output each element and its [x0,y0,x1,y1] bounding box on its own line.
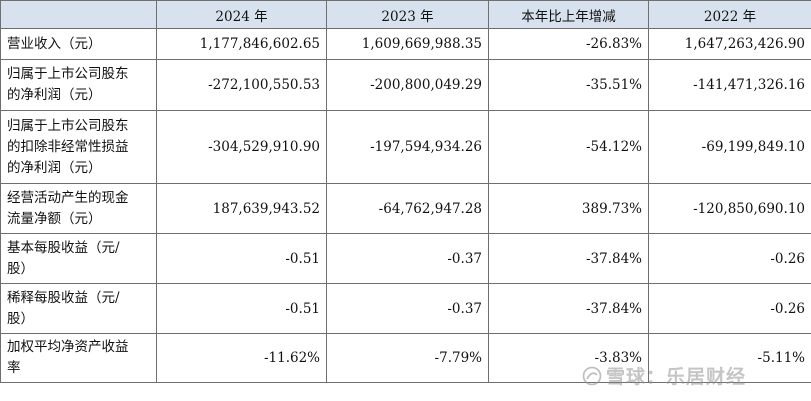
cell-value: -54.12% [488,110,649,184]
row-label-line: 的净利润（元） [7,159,102,176]
row-label-line: 归属于上市公司股东 [7,66,129,82]
cell-value: -0.26 [648,233,811,284]
table-row: 归属于上市公司股东 的净利润（元） -272,100,550.53 -200,80… [0,59,811,111]
cell-value: -272,100,550.53 [156,59,327,111]
row-label: 经营活动产生的现金 流量净额（元） [0,183,157,234]
cell-value: -69,199,849.10 [648,110,811,184]
cell-value: -11.62% [156,333,327,383]
row-label-line: 股） [7,310,34,327]
cell-value: -120,850,690.10 [648,183,811,234]
cell-value: -26.83% [488,28,649,60]
cell-value: -37.84% [488,233,649,284]
row-label: 归属于上市公司股东 的扣除非经常性损益 的净利润（元） [0,110,157,184]
row-label-line: 加权平均净资产收益 [7,339,129,355]
header-cell-2024: 2024 年 [156,0,327,29]
row-label-line: 流量净额（元） [7,210,102,227]
cell-value: 187,639,943.52 [156,183,327,234]
cell-value: -7.79% [326,333,489,383]
table-row: 稀释每股收益（元/股） -0.51 -0.37 -37.84% -0.26 [0,283,811,334]
cell-value: -5.11% [648,333,811,383]
header-cell-2023: 2023 年 [326,0,489,29]
header-cell-blank [0,0,157,29]
watermark: 雪球：乐居财经 [582,362,746,389]
table-row: 经营活动产生的现金 流量净额（元） 187,639,943.52 -64,762,… [0,183,811,234]
header-cell-2022: 2022 年 [648,0,811,29]
row-label-line: 经营活动产生的现金 [7,189,129,206]
row-label-line: 率 [7,360,21,376]
watermark-text: 雪球：乐居财经 [606,366,747,388]
cell-value: 1,609,669,988.35 [326,28,489,60]
financial-indicators-table: 2024 年 2023 年 本年比上年增减 2022 年 营业收入（元） 1,1… [0,0,811,383]
row-label-line: 归属于上市公司股东 [7,117,129,134]
snowball-icon [582,366,602,385]
row-label: 营业收入（元） [0,28,157,60]
cell-value: -0.51 [156,283,327,334]
table-row: 加权平均净资产收益率 -11.62% -7.79% -3.83% -5.11% [0,333,811,383]
row-label-line: 营业收入（元） [7,35,102,52]
cell-value: 1,647,263,426.90 [648,28,811,60]
cell-value: 1,177,846,602.65 [156,28,327,60]
cell-value: -37.84% [488,283,649,334]
table-row: 归属于上市公司股东 的扣除非经常性损益 的净利润（元） -304,529,910.9… [0,110,811,184]
table-row: 营业收入（元） 1,177,846,602.65 1,609,669,988.3… [0,28,811,60]
row-label-line: 股） [7,260,34,277]
cell-value: -200,800,049.29 [326,59,489,111]
row-label-line: 的扣除非经常性损益 [7,138,129,155]
cell-value: -3.83% [488,333,649,383]
cell-value: -35.51% [488,59,649,111]
cell-value: -64,762,947.28 [326,183,489,234]
row-label-line: 的净利润（元） [7,87,102,103]
cell-value: -0.37 [326,283,489,334]
cell-value: -0.26 [648,283,811,334]
table-row: 基本每股收益（元/股） -0.51 -0.37 -37.84% -0.26 [0,233,811,284]
row-label: 加权平均净资产收益率 [0,333,157,383]
row-label: 归属于上市公司股东 的净利润（元） [0,59,157,111]
header-row: 2024 年 2023 年 本年比上年增减 2022 年 [0,0,811,29]
row-label-line: 基本每股收益（元/ [7,239,120,256]
cell-value: -0.51 [156,233,327,284]
header-cell-change: 本年比上年增减 [488,0,649,29]
cell-value: -197,594,934.26 [326,110,489,184]
row-label-line: 稀释每股收益（元/ [7,289,120,306]
row-label: 基本每股收益（元/股） [0,233,157,284]
cell-value: -304,529,910.90 [156,110,327,184]
cell-value: -141,471,326.16 [648,59,811,111]
row-label: 稀释每股收益（元/股） [0,283,157,334]
cell-value: -0.37 [326,233,489,284]
cell-value: 389.73% [488,183,649,234]
